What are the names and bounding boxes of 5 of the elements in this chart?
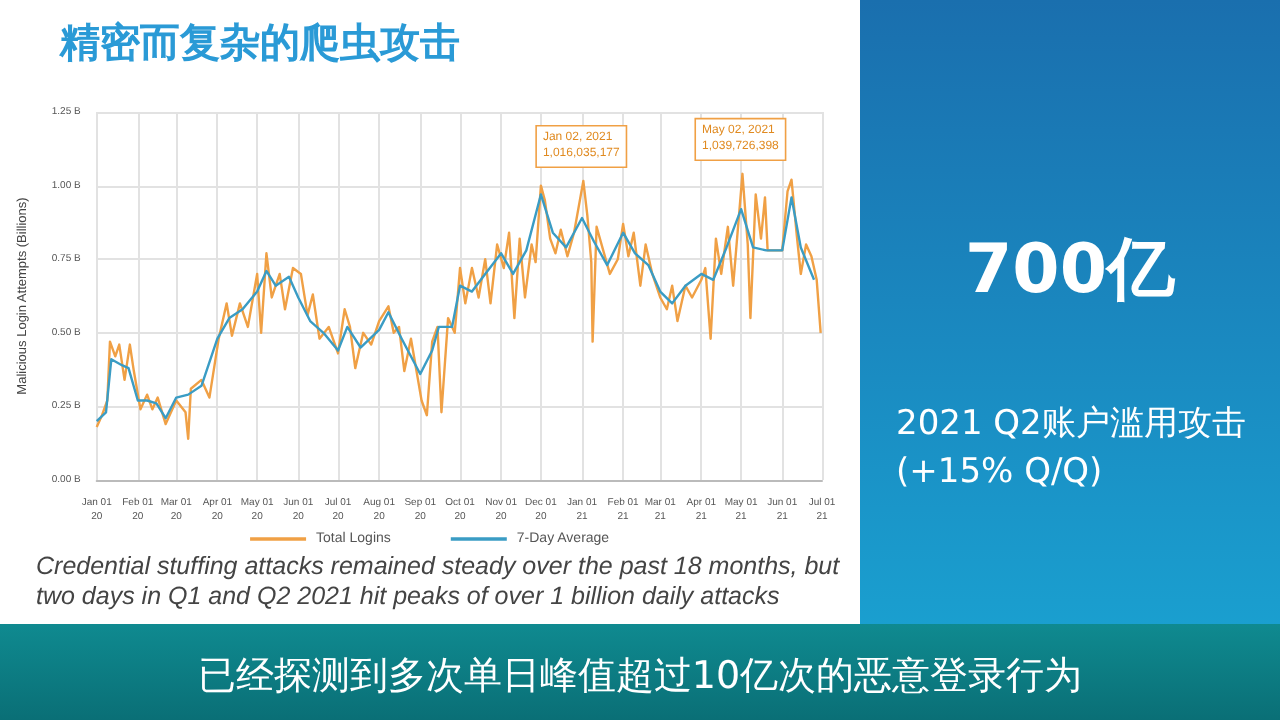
text: 700亿 <box>963 228 1177 314</box>
text: Credential stuffing attacks remained steady over the past 18 months, but two days in Q1 and Q2 2021 hit peaks of over 1 billion daily attacks <box>36 552 842 612</box>
text: 已经探测到多次单日峰值超过10亿次的恶意登录行为 <box>195 652 1085 702</box>
text: 2021 Q2账户滥用攻击 (+15% Q/Q) <box>896 402 1248 496</box>
chart-title: 精密而复杂的爬虫攻击 <box>60 16 460 70</box>
